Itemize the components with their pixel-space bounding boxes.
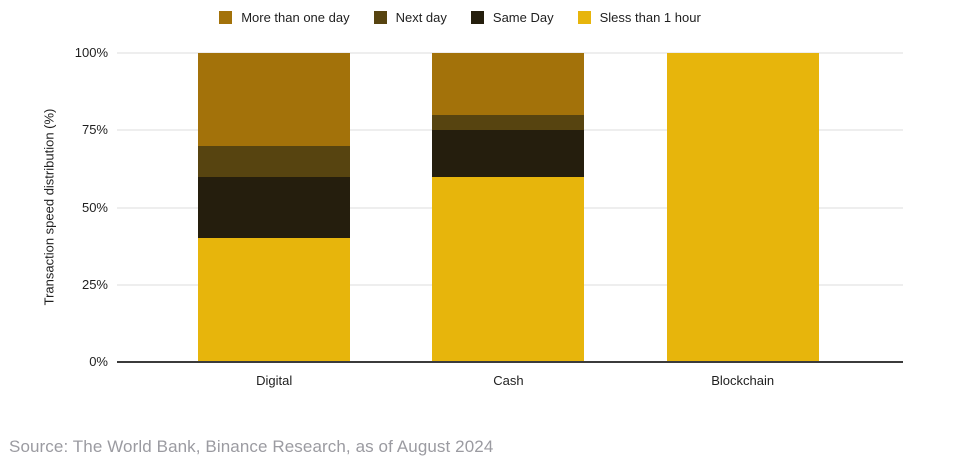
legend-label: Next day	[395, 10, 447, 25]
legend-swatch-icon	[373, 11, 387, 24]
x-axis-label-blockchain: Blockchain	[711, 373, 775, 388]
bar-digital	[198, 53, 351, 362]
x-axis-label-digital: Digital	[256, 373, 293, 388]
bar-segment-digital-same-day[interactable]	[198, 176, 351, 239]
legend-label: Same Day	[492, 10, 554, 25]
bar-cash	[432, 53, 585, 362]
bar-slot-blockchain: Blockchain	[666, 53, 819, 388]
bar-segment-blockchain-sless-than-1-hour[interactable]	[666, 53, 819, 362]
bar-segment-digital-more-than-one-day[interactable]	[198, 53, 351, 146]
bar-segment-cash-more-than-one-day[interactable]	[432, 53, 585, 115]
legend-swatch-icon	[470, 11, 484, 24]
legend-label: More than one day	[241, 10, 350, 25]
bar-segment-cash-same-day[interactable]	[432, 130, 585, 177]
bar-blockchain	[666, 53, 819, 362]
source-caption: Source: The World Bank, Binance Research…	[9, 437, 494, 456]
legend-label: Sless than 1 hour	[599, 10, 701, 25]
legend-item-next-day[interactable]: Next day	[373, 10, 447, 25]
plot-area: Digital Cash Blockchain 0% 25% 50% 75% 100%	[75, 46, 903, 388]
legend-swatch-icon	[577, 11, 591, 24]
y-axis-title: Transaction speed distribution (%)	[41, 108, 57, 306]
legend-item-same-day[interactable]: Same Day	[470, 10, 554, 25]
x-axis-line	[117, 361, 903, 363]
bar-segment-cash-sless-than-1-hour[interactable]	[432, 176, 585, 362]
legend-item-sless-than-1-hour[interactable]: Sless than 1 hour	[577, 10, 701, 25]
bar-slot-cash: Cash	[432, 53, 585, 388]
bars-layer: Digital Cash Blockchain	[117, 53, 903, 388]
bar-segment-digital-next-day[interactable]	[198, 145, 351, 177]
legend-swatch-icon	[219, 11, 233, 24]
x-axis-label-cash: Cash	[493, 373, 524, 388]
gridline	[117, 52, 903, 54]
bar-slot-digital: Digital	[198, 53, 351, 388]
legend-item-more-than-one-day[interactable]: More than one day	[219, 10, 350, 25]
bar-segment-cash-next-day[interactable]	[432, 114, 585, 131]
legend: More than one day Next day Same Day Sless t…	[0, 10, 920, 25]
bar-segment-digital-sless-than-1-hour[interactable]	[198, 238, 351, 362]
